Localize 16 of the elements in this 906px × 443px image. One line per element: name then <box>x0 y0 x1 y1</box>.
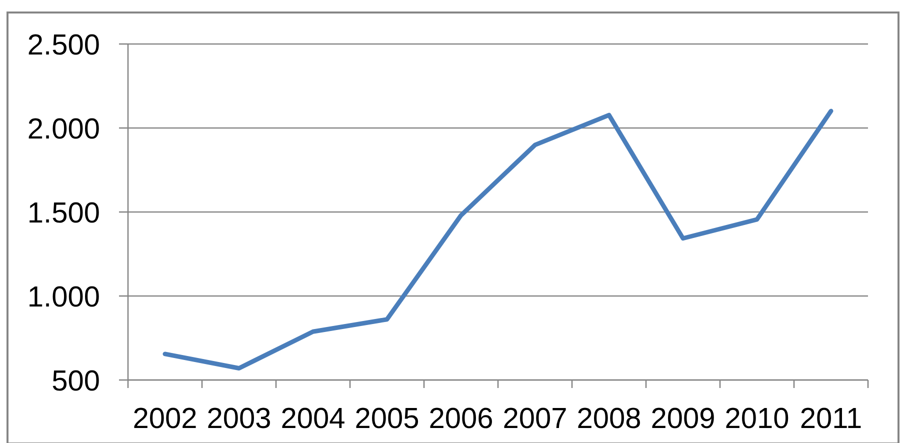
y-tick-label: 2.000 <box>27 113 100 146</box>
x-tick-label: 2003 <box>206 403 272 435</box>
x-tick-label: 2008 <box>576 403 642 435</box>
line-series <box>162 108 834 370</box>
y-tick-label: 1.000 <box>27 281 100 314</box>
x-tick-label: 2005 <box>354 403 420 435</box>
x-tick-label: 2009 <box>650 403 716 435</box>
x-tick-label: 2010 <box>724 403 790 435</box>
x-tick-label: 2006 <box>428 403 494 435</box>
y-tick-label: 1.500 <box>27 197 100 230</box>
x-tick-label: 2007 <box>502 403 568 435</box>
x-tick-label: 2002 <box>132 403 198 435</box>
y-tick-label: 2.500 <box>27 29 100 62</box>
y-tick-label: 500 <box>52 365 100 398</box>
x-tick-label: 2011 <box>800 403 862 435</box>
x-tick-label: 2004 <box>280 403 346 435</box>
